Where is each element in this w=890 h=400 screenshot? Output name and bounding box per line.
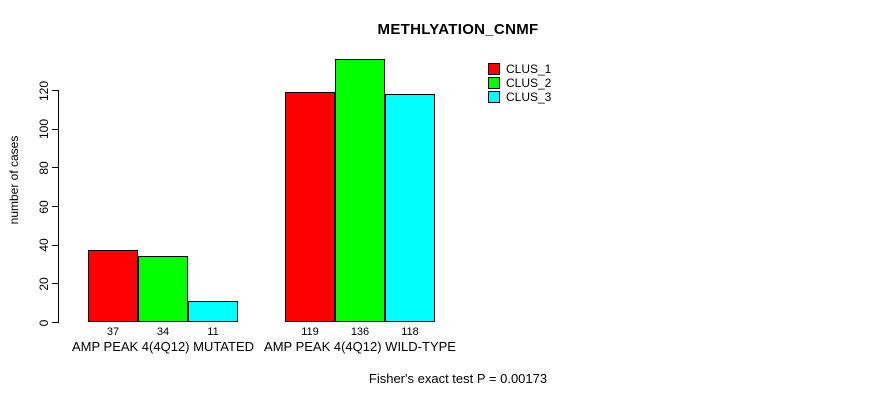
- y-axis-title: number of cases: [7, 135, 21, 225]
- y-tick-label: 0: [37, 319, 51, 326]
- legend-item: CLUS_1: [488, 62, 551, 76]
- bar-value-label: 34: [156, 326, 170, 338]
- bar: [188, 301, 238, 322]
- bar-value-label: 118: [401, 326, 419, 338]
- fisher-test-annotation: Fisher's exact test P = 0.00173: [368, 371, 548, 386]
- bar-value-label: 136: [350, 326, 370, 338]
- bar: [285, 92, 335, 322]
- chart-title: METHLYATION_CNMF: [377, 21, 539, 38]
- legend-swatch-icon: [488, 63, 500, 75]
- bar-value-label: 11: [207, 326, 219, 338]
- bar: [385, 94, 435, 322]
- legend-item: CLUS_2: [488, 76, 551, 90]
- legend-swatch-icon: [488, 77, 500, 89]
- y-tick-label: 120: [37, 80, 51, 101]
- y-tick-mark: [52, 167, 58, 169]
- y-tick-mark: [52, 206, 58, 207]
- group-label: AMP PEAK 4(4Q12) WILD-TYPE: [264, 339, 456, 354]
- y-tick-label: 40: [37, 238, 51, 252]
- y-axis-line: [58, 90, 59, 323]
- bar-value-label: 119: [301, 326, 319, 338]
- y-tick-mark: [52, 283, 58, 285]
- y-tick-label: 60: [37, 199, 51, 214]
- y-tick-mark: [52, 244, 58, 246]
- y-tick-mark: [52, 128, 58, 130]
- legend: CLUS_1 CLUS_2 CLUS_3: [488, 62, 551, 104]
- y-tick-label: 100: [37, 119, 51, 140]
- bar: [138, 256, 188, 322]
- bar: [88, 250, 138, 322]
- legend-swatch-icon: [488, 91, 500, 103]
- group-label: AMP PEAK 4(4Q12) MUTATED: [71, 339, 255, 354]
- y-tick-mark: [52, 322, 58, 323]
- bar: [335, 59, 385, 322]
- y-tick-label: 80: [37, 161, 51, 175]
- legend-label: CLUS_2: [506, 76, 552, 90]
- y-tick-label: 20: [37, 277, 51, 291]
- legend-label: CLUS_1: [506, 62, 552, 76]
- legend-item: CLUS_3: [488, 90, 551, 104]
- y-tick-mark: [52, 90, 58, 91]
- legend-label: CLUS_3: [506, 90, 552, 104]
- bar-value-label: 37: [106, 326, 120, 338]
